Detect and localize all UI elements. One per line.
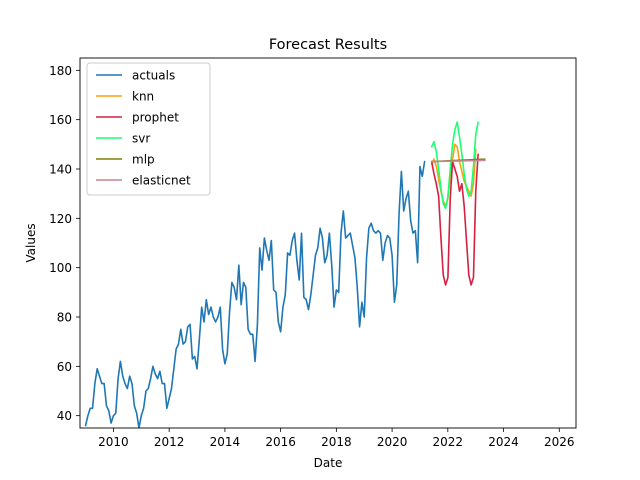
chart-title: Forecast Results — [269, 37, 387, 53]
x-tick-label: 2014 — [210, 435, 241, 449]
series-line-actuals — [84, 160, 426, 428]
y-tick-label: 180 — [49, 64, 72, 78]
y-tick-label: 160 — [49, 113, 72, 127]
x-tick-label: 2022 — [433, 435, 464, 449]
legend-label-actuals: actuals — [132, 69, 175, 83]
x-tick-label: 2012 — [154, 435, 185, 449]
x-tick-label: 2016 — [265, 435, 296, 449]
series-line-prophet — [430, 153, 479, 286]
x-axis-label: Date — [314, 456, 343, 470]
x-tick-label: 2024 — [488, 435, 519, 449]
legend-label-prophet: prophet — [132, 111, 179, 125]
legend-label-svr: svr — [132, 132, 150, 146]
y-tick-label: 60 — [57, 360, 72, 374]
x-tick-label: 2020 — [377, 435, 408, 449]
legend-label-elasticnet: elasticnet — [132, 174, 191, 188]
x-tick-label: 2026 — [544, 435, 575, 449]
y-axis-label: Values — [24, 223, 38, 262]
legend: actuals knn prophet svr mlp elasticnet — [86, 62, 211, 196]
y-tick-label: 80 — [57, 311, 72, 325]
legend-label-mlp: mlp — [132, 153, 155, 167]
ticks-layer: 2010 2012 2014 2016 2018 2020 2022 2024 2026 40 60… — [49, 64, 574, 449]
series-layer — [84, 121, 486, 428]
x-tick-label: 2010 — [98, 435, 129, 449]
series-line-knn — [430, 143, 477, 207]
series-line-svr — [430, 121, 479, 210]
y-tick-label: 100 — [49, 261, 72, 275]
x-tick-label: 2018 — [321, 435, 352, 449]
y-tick-label: 140 — [49, 163, 72, 177]
series-line-elasticnet — [430, 159, 486, 163]
y-tick-label: 120 — [49, 212, 72, 226]
plot-frame — [79, 57, 577, 429]
legend-label-knn: knn — [132, 90, 154, 104]
y-tick-label: 40 — [57, 409, 72, 423]
